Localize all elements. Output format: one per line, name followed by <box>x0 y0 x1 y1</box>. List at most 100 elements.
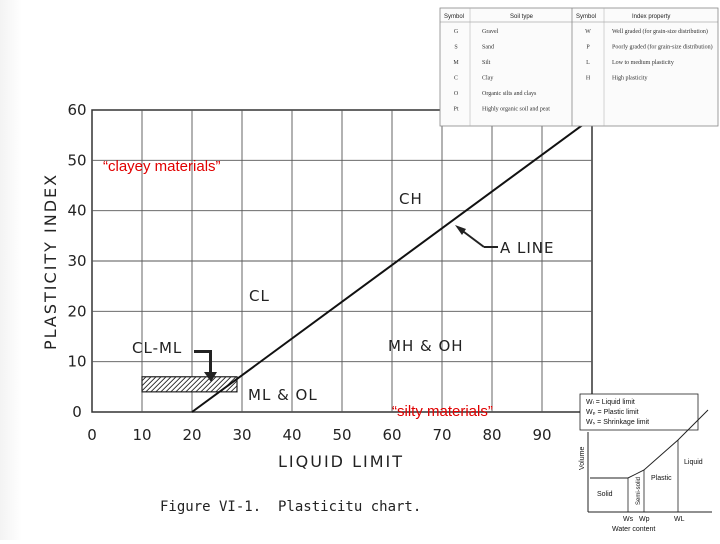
x-tick-label: 80 <box>482 426 501 444</box>
table-cell: M <box>453 60 459 66</box>
cl-ml-hatch <box>180 376 197 393</box>
y-axis-label: PLASTICITY INDEX <box>41 173 60 350</box>
phase-mark-wl: WL <box>674 516 685 523</box>
x-tick-label: 90 <box>532 426 551 444</box>
table-cell: Organic silts and clays <box>482 91 537 97</box>
table-cell: Low to medium plasticity <box>612 60 674 66</box>
y-tick-label: 20 <box>67 302 86 320</box>
phase-mark-wp: Wp <box>639 516 650 523</box>
table-cell: High plasticity <box>612 76 648 82</box>
consistency-limits-diagram: Wₗ = Liquid limit Wₚ = Plastic limit Wₛ … <box>579 393 712 533</box>
cl-ml-hatch <box>175 376 192 393</box>
y-tick-label: 50 <box>67 151 86 169</box>
cl-ml-hatch <box>225 380 238 393</box>
cl-ml-zone <box>141 376 238 393</box>
cl-ml-hatch <box>195 376 212 393</box>
phase-state-semi-solid: Semi-solid <box>636 477 642 505</box>
table-cell: Poorly graded (for grain-size distributi… <box>612 44 713 51</box>
a-line-label: A LINE <box>500 239 555 257</box>
phase-state-liquid: Liquid <box>684 459 703 466</box>
phase-y-label: Volume <box>579 447 586 470</box>
cl-ml-hatch <box>165 376 182 393</box>
cl-ml-hatch <box>215 376 232 393</box>
phase-x-label: Water content <box>612 526 655 533</box>
cl-ml-hatch <box>200 376 217 393</box>
region-label-cl-ml: CL-ML <box>132 339 182 357</box>
cl-ml-hatch <box>190 376 207 393</box>
x-tick-label: 20 <box>182 426 201 444</box>
table-header-symbol: Symbol <box>444 14 464 20</box>
region-label-cl: CL <box>249 287 270 305</box>
x-tick-label: 50 <box>332 426 351 444</box>
x-tick-label: 0 <box>87 426 97 444</box>
phase-state-solid: Solid <box>597 491 613 498</box>
scan-edge <box>0 0 22 540</box>
cl-ml-arrow <box>194 350 217 382</box>
clayey-materials-label: “clayey materials” <box>103 158 221 175</box>
grid <box>92 110 592 412</box>
table-cell: Highly organic soil and peat <box>482 107 550 113</box>
table-cell: O <box>454 91 459 97</box>
soil-symbol-table: Symbol Soil type Symbol Index property G… <box>439 7 719 127</box>
table-rows: G Gravel W Well graded (for grain-size dist… <box>453 28 712 113</box>
y-tick-label: 30 <box>67 252 86 270</box>
table-cell: Well graded (for grain-size distribution… <box>612 28 708 35</box>
y-tick-labels: 0 10 20 30 40 50 60 <box>67 101 86 421</box>
table-cell: W <box>585 29 591 35</box>
cl-ml-hatch <box>155 376 172 393</box>
phase-state-plastic: Plastic <box>651 475 672 482</box>
table-cell: Pt <box>453 107 458 113</box>
phase-legend-liquid: Wₗ = Liquid limit <box>586 399 635 406</box>
cl-ml-hatch <box>160 376 177 393</box>
y-tick-label: 60 <box>67 101 86 119</box>
region-label-ml-ol: ML & OL <box>248 386 318 404</box>
table-frame <box>439 7 719 127</box>
figure-caption: Figure VI-1. Plasticitu chart. <box>160 499 421 515</box>
y-tick-label: 40 <box>67 202 86 220</box>
cl-ml-hatch <box>235 390 238 393</box>
a-line <box>191 117 593 413</box>
x-tick-label: 70 <box>432 426 451 444</box>
table-header-soil-type: Soil type <box>510 14 534 20</box>
phase-legend-box <box>579 393 699 431</box>
y-tick-label: 0 <box>72 403 82 421</box>
series-group <box>191 117 593 413</box>
phase-mark-ws: Ws <box>623 516 634 523</box>
x-tick-label: 60 <box>382 426 401 444</box>
a-line-pointer-head <box>455 225 466 235</box>
table-cell: H <box>586 76 591 82</box>
table-cell: Sand <box>482 45 494 51</box>
cl-ml-hatch <box>210 376 227 393</box>
x-tick-label: 30 <box>232 426 251 444</box>
region-label-mh-oh: MH & OH <box>388 337 464 355</box>
cl-ml-hatch <box>230 385 238 393</box>
table-cell: C <box>454 76 458 82</box>
silty-materials-label: “silty materials” <box>392 403 493 420</box>
phase-legend-plastic: Wₚ = Plastic limit <box>586 409 639 416</box>
table-cell: L <box>586 60 590 66</box>
cl-ml-hatch <box>141 376 147 382</box>
x-tick-label: 40 <box>282 426 301 444</box>
table-cell: P <box>586 45 590 51</box>
table-cell: S <box>454 45 457 51</box>
cl-ml-zone-group <box>141 376 238 393</box>
table-header-symbol-2: Symbol <box>576 14 596 20</box>
table-header-index-property: Index property <box>632 14 670 20</box>
x-axis-label: LIQUID LIMIT <box>278 452 404 471</box>
cl-ml-hatch <box>141 376 157 392</box>
table-cell: Gravel <box>482 29 499 35</box>
y-tick-label: 10 <box>67 353 86 371</box>
cl-ml-hatch <box>150 376 167 393</box>
cl-ml-hatch <box>205 376 222 393</box>
table-cell: Silt <box>482 60 491 66</box>
cl-ml-hatch <box>141 376 152 387</box>
cl-ml-hatch <box>170 376 187 393</box>
x-tick-label: 10 <box>132 426 151 444</box>
table-cell: G <box>454 29 459 35</box>
region-label-ch: CH <box>399 190 423 208</box>
cl-ml-hatch <box>185 376 202 393</box>
cl-ml-hatch <box>145 376 162 393</box>
table-cell: Clay <box>482 76 493 82</box>
